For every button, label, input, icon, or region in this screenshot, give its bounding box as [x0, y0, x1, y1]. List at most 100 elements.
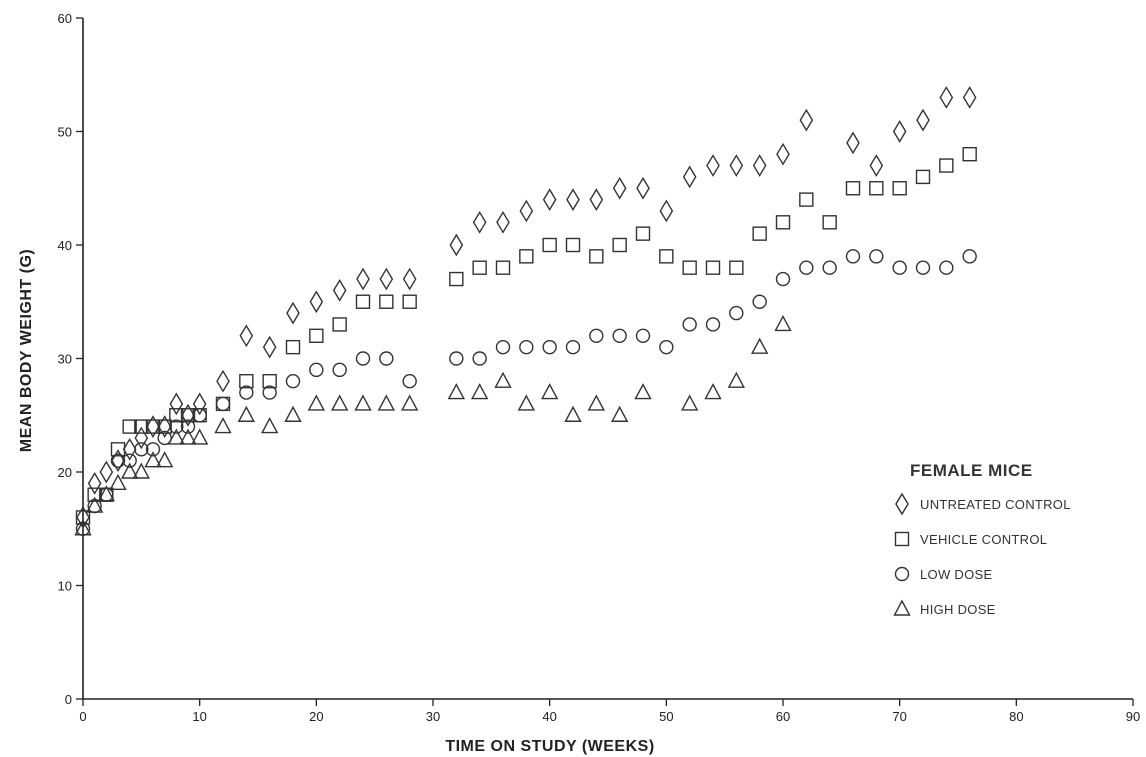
data-point-diamond	[449, 233, 464, 257]
data-point-circle	[775, 271, 791, 287]
data-point-triangle	[400, 394, 419, 411]
axes: 0 10 20 30 40 50 60 0 10 20 30 40 50 60 70 80 90	[58, 11, 1141, 724]
data-point-triangle	[774, 314, 792, 332]
data-point-triangle	[750, 337, 769, 354]
data-point-circle	[169, 419, 184, 434]
data-point-diamond	[262, 335, 277, 359]
y-axis-title: MEAN BODY WEIGHT (G)	[18, 249, 35, 452]
data-point-circle	[542, 339, 557, 355]
data-point-diamond	[519, 199, 534, 223]
data-point-circle	[180, 419, 196, 434]
data-point-diamond	[892, 120, 907, 143]
data-point-square	[519, 249, 534, 264]
data-point-square	[845, 181, 861, 196]
data-point-square	[122, 419, 137, 434]
data-point-diamond	[192, 392, 207, 416]
data-point-diamond	[846, 131, 860, 155]
data-point-circle	[262, 385, 277, 400]
data-point-circle	[239, 385, 254, 400]
x-tick-label: 80	[1009, 709, 1023, 724]
data-point-circle	[635, 328, 651, 343]
data-point-circle	[589, 328, 604, 343]
data-point-diamond	[799, 108, 814, 132]
data-point-diamond	[916, 108, 930, 132]
x-tick-label: 50	[659, 709, 673, 724]
data-point-diamond	[379, 267, 394, 291]
data-point-diamond	[216, 369, 230, 393]
data-point-square	[635, 226, 651, 241]
data-point-square	[892, 181, 907, 196]
y-tick-label: 40	[58, 238, 72, 253]
data-point-triangle	[120, 462, 139, 479]
data-point-triangle	[144, 451, 162, 468]
data-point-square	[75, 510, 91, 525]
legend-label: UNTREATED CONTROL	[920, 497, 1071, 512]
data-point-diamond	[122, 437, 137, 461]
data-point-circle	[869, 249, 884, 264]
data-point-circle	[379, 351, 394, 366]
data-point-triangle	[97, 485, 116, 502]
legend: FEMALE MICE UNTREATED CONTROL VEHICLE CON…	[893, 461, 1071, 617]
data-point-diamond	[776, 142, 790, 166]
data-point-square	[705, 260, 721, 275]
data-point-circle	[519, 339, 534, 355]
data-point-triangle	[132, 462, 151, 479]
y-tick-label: 50	[58, 125, 72, 140]
data-point-square	[495, 260, 511, 275]
data-point-square	[157, 419, 172, 434]
data-point-square	[542, 237, 557, 253]
data-point-diamond	[752, 154, 767, 177]
data-point-diamond	[309, 290, 324, 314]
data-point-diamond	[181, 403, 195, 427]
legend-marker-triangle	[893, 599, 911, 616]
data-point-diamond	[356, 267, 370, 291]
data-point-circle	[612, 328, 627, 343]
data-point-diamond	[962, 86, 977, 109]
data-point-circle	[705, 317, 721, 332]
data-point-diamond	[76, 506, 90, 529]
data-point-square	[915, 169, 931, 185]
data-point-square	[402, 294, 417, 309]
legend-item: HIGH DOSE	[893, 599, 996, 617]
legend-label: LOW DOSE	[920, 567, 992, 582]
y-tick-label: 60	[58, 11, 72, 26]
data-point-circle	[962, 249, 977, 264]
data-point-diamond	[682, 165, 697, 189]
data-point-triangle	[284, 405, 302, 422]
legend-title: FEMALE MICE	[910, 461, 1033, 480]
x-tick-label: 30	[426, 709, 440, 724]
data-point-square	[775, 215, 791, 230]
data-point-diamond	[157, 415, 172, 438]
data-point-triangle	[167, 428, 186, 445]
legend-item: VEHICLE CONTROL	[894, 531, 1047, 547]
data-point-diamond	[939, 86, 954, 109]
series-circle	[75, 249, 977, 536]
data-point-triangle	[85, 496, 104, 513]
data-point-circle	[215, 396, 231, 412]
data-point-triangle	[587, 394, 606, 411]
series-diamond	[76, 86, 977, 529]
data-point-diamond	[286, 301, 300, 325]
axis-lines	[82, 18, 1133, 700]
series-square	[75, 146, 977, 525]
data-point-square	[379, 294, 394, 309]
data-point-circle	[355, 351, 371, 366]
y-tick-label: 10	[58, 579, 72, 594]
data-point-circle	[134, 442, 149, 457]
data-point-diamond	[659, 199, 674, 223]
data-point-triangle	[179, 428, 197, 445]
data-point-square	[869, 181, 884, 196]
data-point-triangle	[354, 394, 372, 411]
data-point-diamond	[99, 460, 114, 484]
data-point-square	[659, 249, 674, 264]
data-point-triangle	[155, 451, 174, 468]
data-point-triangle	[330, 394, 349, 411]
data-point-triangle	[727, 371, 746, 388]
data-point-diamond	[134, 426, 149, 450]
data-point-square	[262, 374, 277, 389]
data-point-diamond	[111, 449, 125, 473]
data-point-circle	[565, 339, 581, 355]
legend-label: HIGH DOSE	[920, 602, 996, 617]
data-point-diamond	[496, 210, 510, 234]
